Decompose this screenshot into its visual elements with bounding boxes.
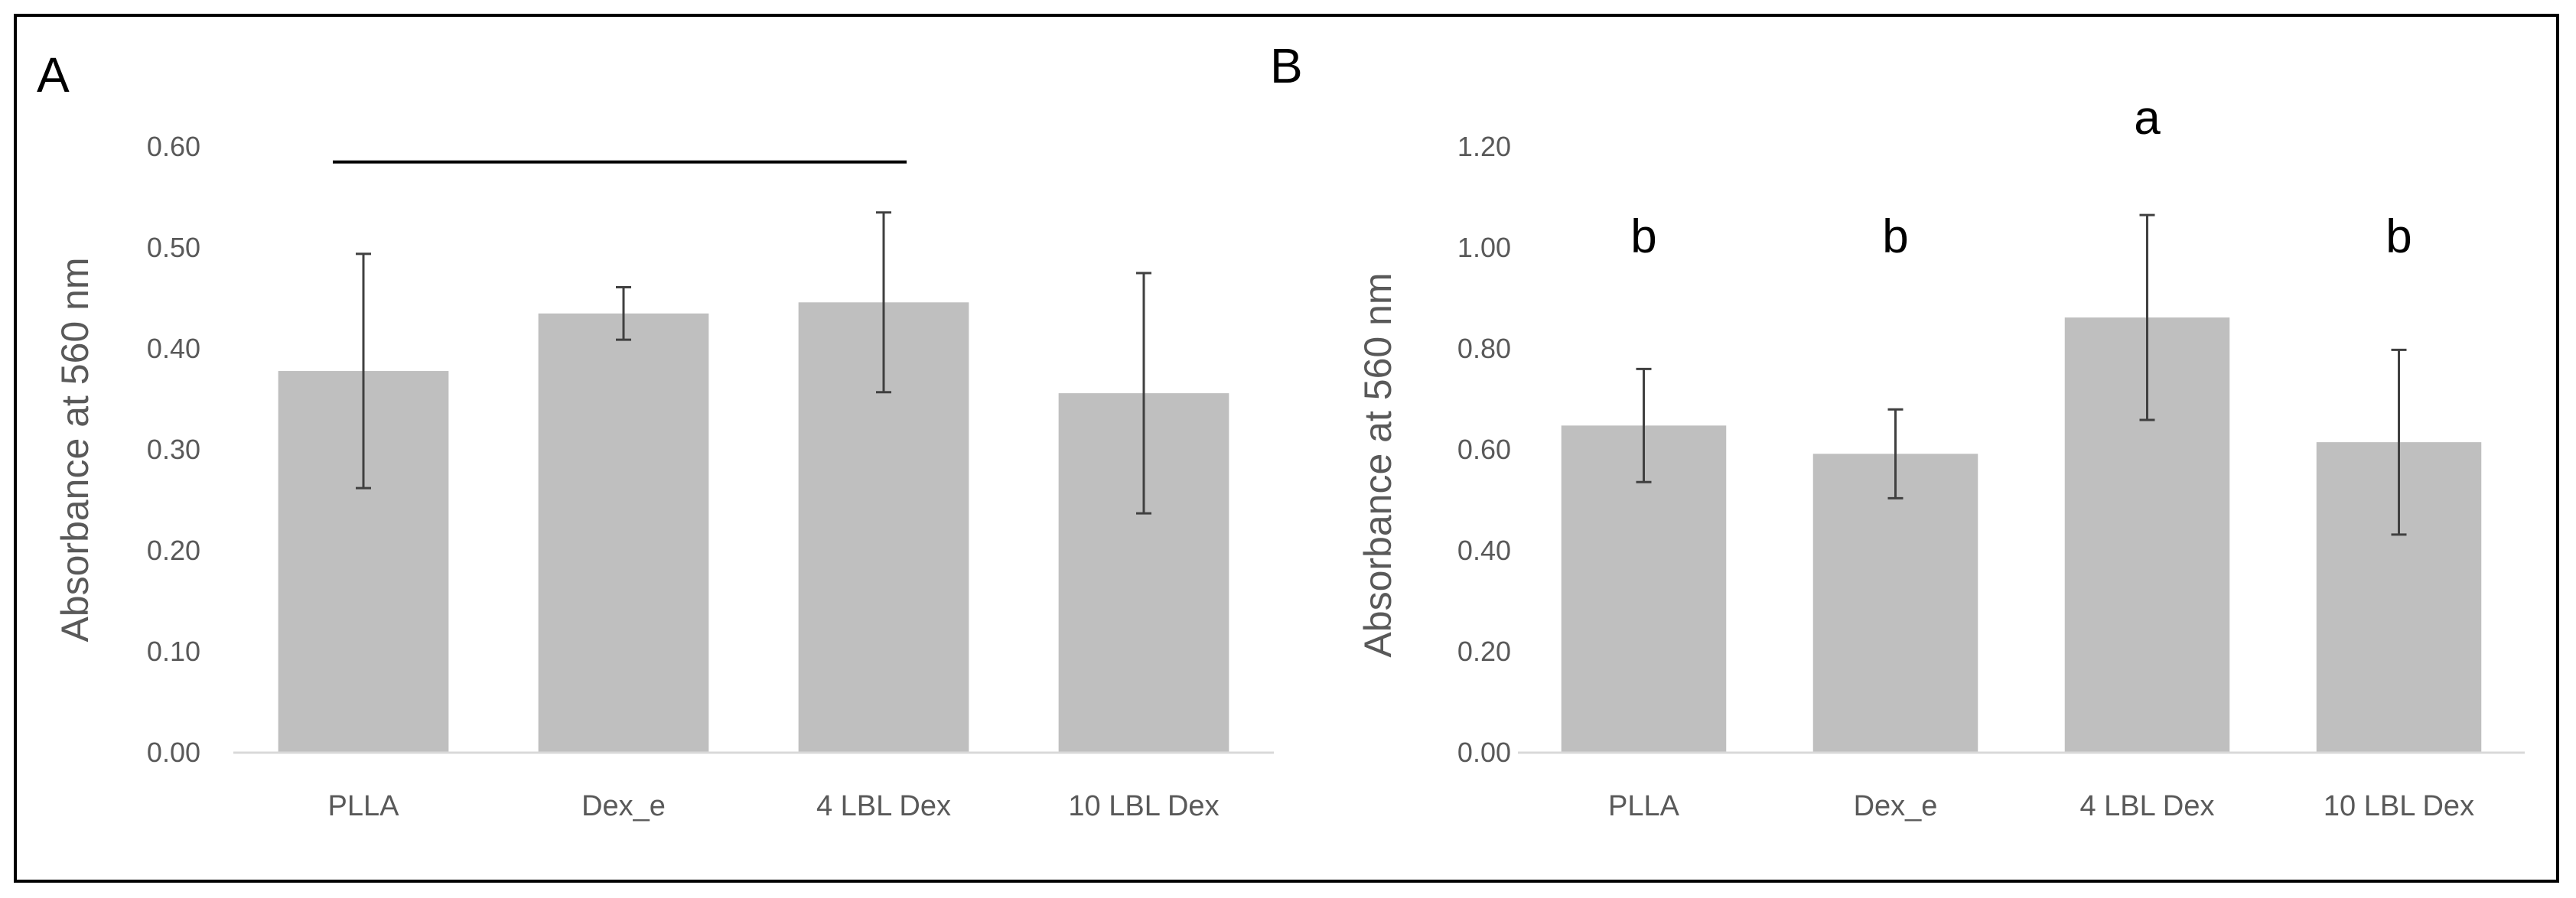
panel-b-category-label: 4 LBL Dex bbox=[2079, 790, 2214, 822]
panel-a-ytick-label: 0.40 bbox=[147, 333, 200, 364]
panel-b-significance-letter: b bbox=[1882, 210, 1908, 263]
panel-a-category-label: Dex_e bbox=[581, 790, 666, 822]
panel-a-ytick-label: 0.30 bbox=[147, 434, 200, 465]
panel-a-category-label: 4 LBL Dex bbox=[816, 790, 951, 822]
panel-b-ytick-label: 0.60 bbox=[1457, 434, 1511, 465]
panel-b-category-label: Dex_e bbox=[1854, 790, 1938, 822]
panel-b-ytick-label: 0.40 bbox=[1457, 535, 1511, 566]
panel-a-ytick-label: 0.10 bbox=[147, 636, 200, 667]
panel-a-y-axis-title: Absorbance at 560 nm bbox=[54, 257, 96, 642]
panel-b-significance-letter: b bbox=[1630, 210, 1656, 263]
panel-a-ytick-label: 0.00 bbox=[147, 737, 200, 768]
panel-b-category-label: 10 LBL Dex bbox=[2324, 790, 2474, 822]
panel-a-category-label: PLLA bbox=[328, 790, 400, 822]
panel-b-significance-letter: b bbox=[2385, 210, 2412, 263]
panel-a-ytick-label: 0.60 bbox=[147, 131, 200, 162]
panel-b-ytick-label: 1.20 bbox=[1457, 131, 1511, 162]
panel-b-ytick-label: 0.00 bbox=[1457, 737, 1511, 768]
panel-a-category-label: 10 LBL Dex bbox=[1068, 790, 1219, 822]
panel-b-ytick-label: 0.80 bbox=[1457, 333, 1511, 364]
panel-b-category-label: PLLA bbox=[1608, 790, 1680, 822]
panel-b-bar-2 bbox=[1812, 454, 1978, 753]
panel-b-ytick-label: 1.00 bbox=[1457, 232, 1511, 263]
panel-a-ytick-label: 0.50 bbox=[147, 232, 200, 263]
panel-b-ytick-label: 0.20 bbox=[1457, 636, 1511, 667]
panel-a-bar-2 bbox=[538, 313, 709, 753]
panel-a-letter: A bbox=[37, 47, 70, 102]
panel-b-letter: B bbox=[1270, 38, 1303, 93]
panel-b-significance-letter: a bbox=[2134, 92, 2161, 145]
panel-a-ytick-label: 0.20 bbox=[147, 535, 200, 566]
panel-b-y-axis-title: Absorbance at 560 nm bbox=[1356, 272, 1399, 657]
